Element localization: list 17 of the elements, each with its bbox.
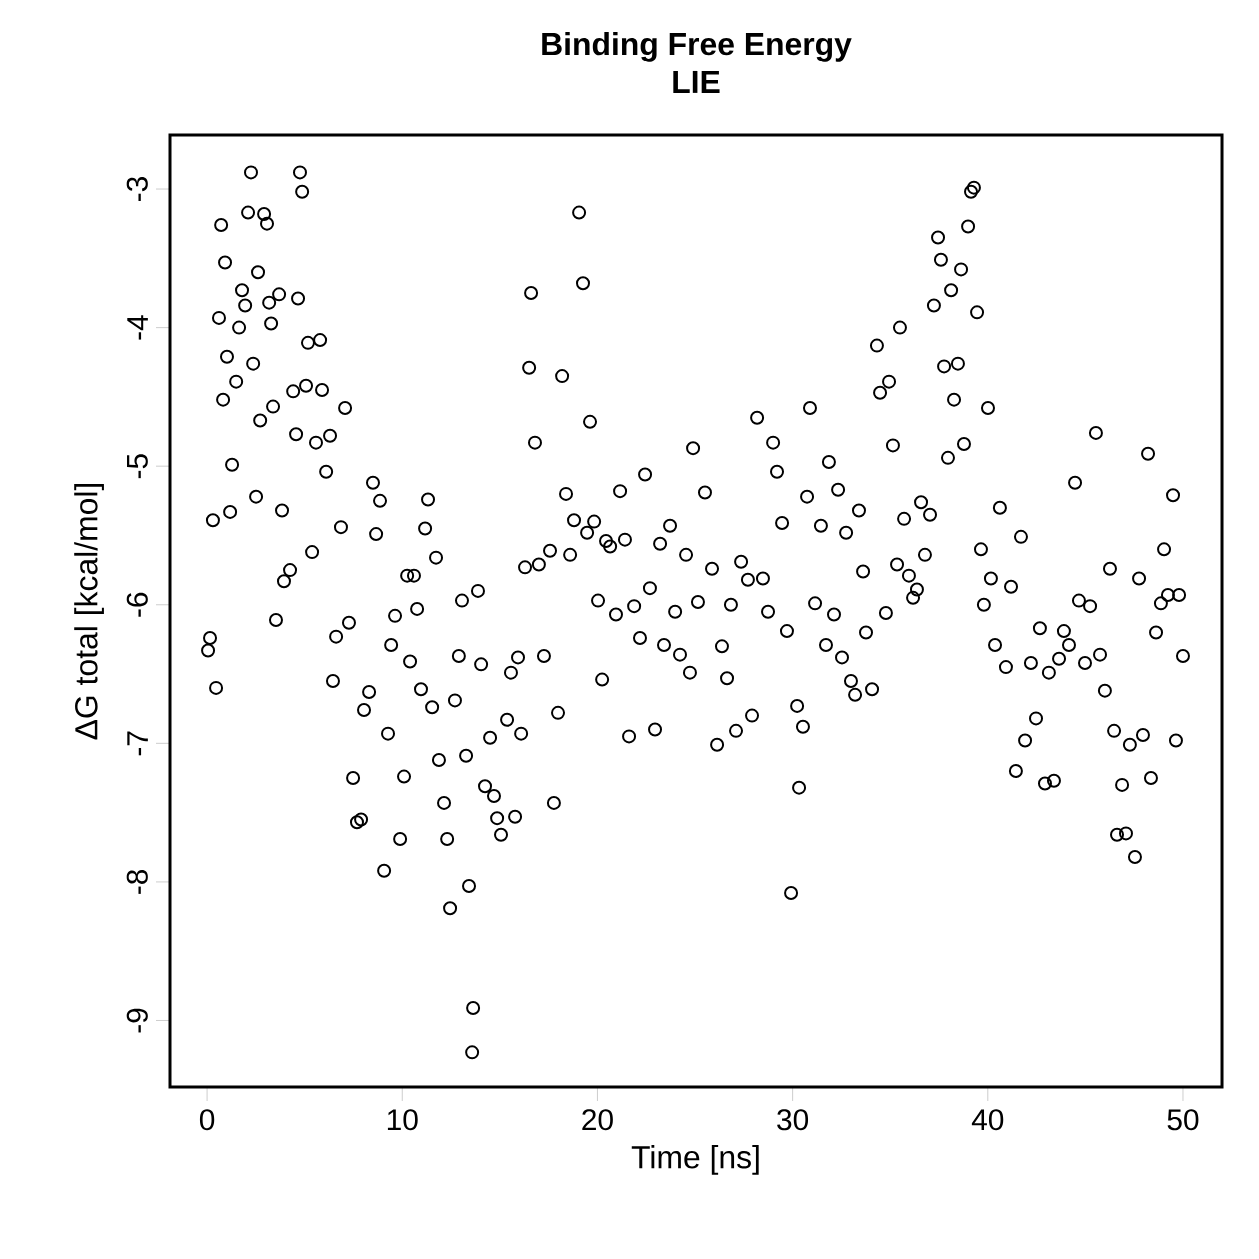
y-axis-title: ΔG total [kcal/mol] <box>74 483 104 740</box>
y-tick-label: -6 <box>126 592 148 617</box>
chart-title: Binding Free Energy <box>542 31 852 62</box>
x-tick-label: 20 <box>582 1109 613 1131</box>
y-tick-label: -8 <box>126 869 148 894</box>
y-tick-label: -7 <box>127 731 148 756</box>
x-tick-label: 0 <box>199 1109 215 1131</box>
x-tick-label: 30 <box>777 1109 809 1131</box>
x-tick-label: 10 <box>387 1109 418 1131</box>
x-tick-label: 40 <box>971 1109 1004 1131</box>
y-tick-label: -5 <box>127 454 148 479</box>
y-tick-label: -3 <box>126 177 148 202</box>
y-tick-label: -9 <box>126 1008 148 1033</box>
x-tick-label: 50 <box>1167 1109 1199 1131</box>
y-tick-label: -4 <box>127 315 148 340</box>
x-axis-title: Time [ns] <box>631 1145 759 1175</box>
chart-subtitle: LIE <box>673 70 720 93</box>
